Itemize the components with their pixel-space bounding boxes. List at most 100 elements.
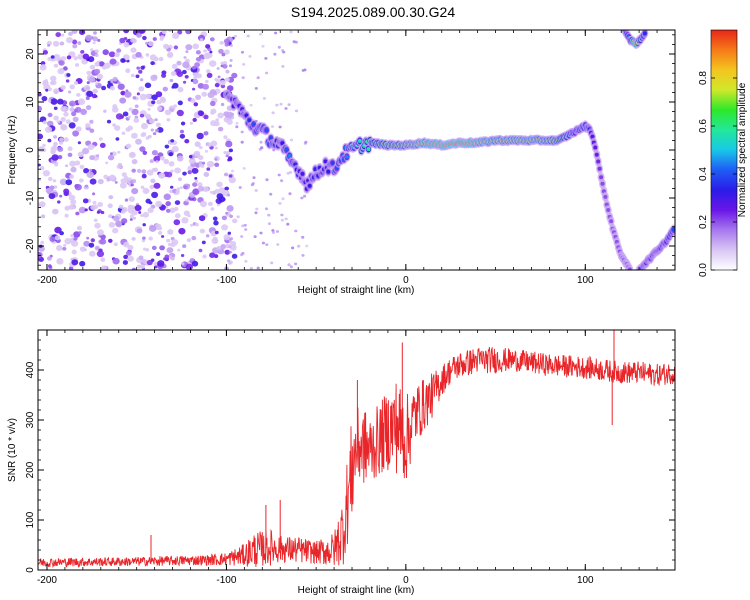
- heatmap-cell: [210, 120, 217, 127]
- heatmap-cell: [205, 44, 211, 49]
- heatmap-cell: [222, 61, 227, 65]
- heatmap-cell: [68, 122, 76, 129]
- heatmap-cell: [259, 231, 263, 235]
- heatmap-cell: [83, 168, 90, 174]
- heatmap-cell: [221, 52, 226, 57]
- heatmap-cell: [240, 130, 244, 134]
- heatmap-cell: [45, 126, 52, 133]
- heatmap-cell: [220, 84, 226, 89]
- heatmap-cell: [177, 100, 183, 106]
- heatmap-cell: [224, 249, 231, 255]
- heatmap-cell: [65, 179, 73, 186]
- heatmap-cell: [596, 159, 601, 164]
- heatmap-cell: [156, 252, 161, 256]
- heatmap-cell: [172, 32, 180, 39]
- heatmap-cell: [54, 235, 61, 241]
- heatmap-cell: [204, 149, 208, 153]
- heatmap-cell: [41, 64, 46, 68]
- heatmap-cell: [123, 241, 130, 248]
- heatmap-cell: [229, 214, 234, 218]
- heatmap-cell: [300, 171, 305, 176]
- heatmap-cell: [225, 140, 233, 148]
- y-tick-label: 20: [25, 48, 36, 60]
- heatmap-cell: [38, 133, 44, 140]
- heatmap-cell: [87, 56, 95, 63]
- heatmap-cell: [193, 150, 201, 157]
- heatmap-cell: [151, 191, 159, 199]
- heatmap-cell: [145, 113, 151, 119]
- heatmap-cell: [59, 41, 65, 46]
- heatmap-cell: [151, 168, 156, 172]
- heatmap-cell: [128, 107, 133, 112]
- heatmap-cell: [199, 145, 203, 150]
- heatmap-cell: [96, 73, 104, 80]
- heatmap-cell: [182, 171, 187, 176]
- heatmap-cell: [197, 110, 205, 117]
- heatmap-cell: [196, 132, 204, 140]
- heatmap-cell: [157, 260, 165, 267]
- heatmap-cell: [255, 207, 259, 211]
- y-tick-label: -20: [25, 238, 36, 253]
- heatmap-cell: [109, 174, 116, 181]
- spectrogram-x-ticks: -200 -100 0 100: [37, 30, 676, 286]
- x-tick-label: -200: [37, 275, 57, 286]
- heatmap-cell: [205, 79, 209, 84]
- heatmap-cell: [236, 215, 240, 219]
- heatmap-cell: [185, 50, 189, 53]
- heatmap-cell: [107, 154, 115, 161]
- heatmap-cell: [206, 234, 210, 238]
- heatmap-cell: [185, 44, 193, 51]
- heatmap-cell: [177, 187, 181, 191]
- heatmap-cell: [178, 227, 186, 235]
- heatmap-cell: [210, 140, 218, 147]
- heatmap-cell: [180, 129, 184, 134]
- heatmap-cell: [276, 243, 280, 246]
- heatmap-cell: [209, 37, 215, 42]
- heatmap-cell: [194, 179, 199, 183]
- heatmap-cell: [38, 92, 42, 97]
- heatmap-cell: [219, 41, 224, 45]
- heatmap-cell: [289, 138, 294, 142]
- heatmap-cell: [154, 118, 158, 122]
- heatmap-cell: [223, 38, 230, 44]
- heatmap-cell: [300, 196, 304, 200]
- heatmap-cell: [40, 240, 45, 245]
- heatmap-cell: [92, 192, 96, 196]
- heatmap-cell: [123, 254, 129, 260]
- heatmap-cell: [270, 125, 275, 128]
- heatmap-cell: [214, 189, 220, 194]
- heatmap-cell: [183, 80, 187, 84]
- heatmap-cell: [345, 154, 349, 159]
- heatmap-cell: [277, 45, 281, 49]
- heatmap-cell: [123, 176, 129, 181]
- heatmap-cell: [197, 182, 203, 188]
- heatmap-cell: [264, 207, 269, 211]
- heatmap-cell: [71, 259, 79, 266]
- heatmap-cell: [89, 64, 96, 70]
- heatmap-cell: [164, 144, 170, 149]
- heatmap-cell: [244, 228, 248, 231]
- y-tick-label: 0: [25, 147, 36, 153]
- heatmap-cell: [264, 57, 268, 60]
- heatmap-cell: [131, 132, 138, 139]
- heatmap-cell: [38, 251, 43, 259]
- heatmap-cell: [117, 162, 123, 167]
- heatmap-cell: [146, 259, 153, 266]
- heatmap-cell: [177, 248, 181, 252]
- heatmap-cell: [198, 163, 203, 168]
- heatmap-cell: [85, 34, 93, 42]
- y-tick-label: 0: [25, 567, 36, 573]
- heatmap-cell: [287, 153, 292, 158]
- heatmap-cell: [142, 150, 148, 155]
- heatmap-cell: [225, 69, 230, 74]
- x-tick-label: -100: [216, 275, 236, 286]
- x-tick-label: 100: [577, 275, 594, 286]
- heatmap-cell: [286, 222, 290, 226]
- heatmap-cell: [249, 266, 253, 270]
- heatmap-cell: [289, 30, 293, 34]
- heatmap-cell: [108, 214, 113, 219]
- heatmap-cell: [213, 220, 219, 226]
- heatmap-cell: [264, 128, 269, 133]
- heatmap-cell: [79, 178, 84, 183]
- heatmap-cell: [94, 222, 101, 229]
